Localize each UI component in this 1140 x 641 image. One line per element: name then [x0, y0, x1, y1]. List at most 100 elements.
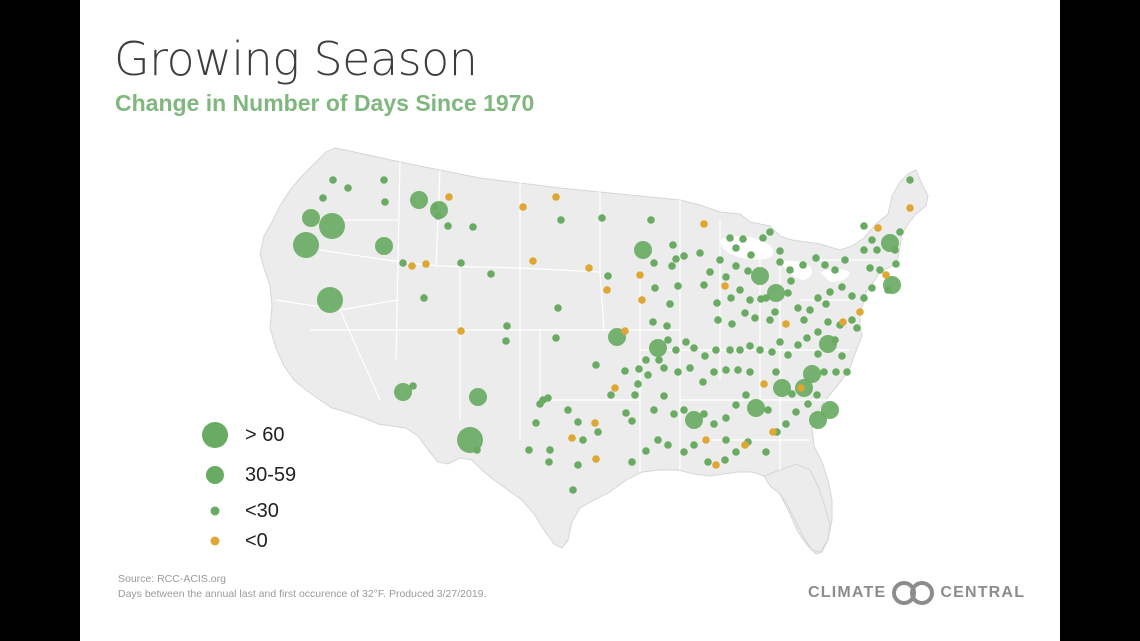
station-dot-lt30 [594, 428, 602, 436]
station-dot-lt0 [797, 384, 805, 392]
station-dot-lt30 [739, 235, 747, 243]
legend-item-30to59: 30-59 [200, 460, 296, 490]
station-dot-lt30 [647, 216, 655, 224]
station-dot-lt30 [896, 228, 904, 236]
us-map [259, 147, 929, 555]
station-dot-lt30 [794, 341, 802, 349]
station-dot-lt30 [700, 281, 708, 289]
station-dot-lt30 [788, 390, 796, 398]
station-dot-lt30 [628, 458, 636, 466]
station-dot-lt30 [604, 272, 612, 280]
station-dot-lt30 [891, 246, 899, 254]
station-dots [293, 176, 914, 494]
station-dot-lt30 [742, 391, 750, 399]
legend-label: <30 [245, 500, 279, 522]
station-dot-lt30 [664, 441, 672, 449]
station-dot-lt30 [672, 346, 680, 354]
station-dot-lt30 [381, 198, 389, 206]
station-dot-lt30 [722, 273, 730, 281]
station-dot-gt60 [317, 287, 343, 313]
station-dot-lt30 [651, 284, 659, 292]
station-dot-lt0 [769, 428, 777, 436]
source-note: Source: RCC-ACIS.org Days between the an… [118, 572, 486, 602]
station-dot-lt30 [473, 446, 481, 454]
source-line: Source: RCC-ACIS.org [118, 573, 226, 585]
station-dot-lt30 [860, 294, 868, 302]
station-dot-lt0 [552, 193, 560, 201]
station-dot-lt30 [690, 441, 698, 449]
station-dot-lt30 [650, 259, 658, 267]
station-dot-lt30 [686, 364, 694, 372]
station-dot-lt30 [682, 338, 690, 346]
page-title: Growing Season [114, 32, 478, 86]
station-dot-lt30 [843, 368, 851, 376]
station-dot-lt30 [574, 461, 582, 469]
station-dot-lt30 [768, 348, 776, 356]
station-dot-lt30 [642, 356, 650, 364]
station-dot-lt30 [628, 417, 636, 425]
station-dot-lt30 [784, 351, 792, 359]
station-dot-lt30 [732, 448, 740, 456]
station-dot-lt30 [631, 391, 639, 399]
legend-swatch-negative [210, 536, 220, 546]
station-dot-30to59 [803, 365, 821, 383]
station-dot-lt30 [670, 410, 678, 418]
station-dot-lt30 [776, 338, 784, 346]
station-dot-lt30 [664, 336, 672, 344]
station-dot-lt30 [722, 414, 730, 422]
station-dot-lt30 [329, 176, 337, 184]
station-dot-lt30 [569, 486, 577, 494]
station-dot-30to59 [821, 401, 839, 419]
station-dot-lt30 [841, 256, 849, 264]
station-dot-lt30 [554, 304, 562, 312]
station-dot-lt30 [674, 282, 682, 290]
station-dot-lt0 [882, 271, 890, 279]
station-dot-lt0 [721, 282, 729, 290]
station-dot-lt30 [598, 214, 606, 222]
station-dot-lt30 [431, 203, 439, 211]
legend-label: <0 [245, 530, 268, 552]
station-dot-lt30 [766, 228, 774, 236]
station-dot-lt30 [728, 320, 736, 328]
legend-swatch-large [202, 422, 228, 448]
station-dot-lt30 [746, 368, 754, 376]
station-dot-lt30 [792, 408, 800, 416]
station-dot-30to59 [375, 237, 393, 255]
station-dot-lt30 [776, 258, 784, 266]
station-dot-lt0 [760, 380, 768, 388]
station-dot-30to59 [649, 339, 667, 357]
station-dot-lt30 [734, 366, 742, 374]
station-dot-lt30 [766, 316, 774, 324]
legend-swatch-small [210, 506, 220, 516]
station-dot-lt30 [744, 267, 752, 275]
station-dot-lt30 [344, 184, 352, 192]
station-dot-lt30 [906, 176, 914, 184]
station-dot-lt30 [710, 420, 718, 428]
station-dot-30to59 [685, 411, 703, 429]
station-dot-lt0 [585, 264, 593, 272]
station-dot-lt30 [579, 436, 587, 444]
station-dot-lt0 [702, 436, 710, 444]
station-dot-lt0 [568, 434, 576, 442]
station-dot-lt30 [764, 406, 772, 414]
station-dot-lt30 [469, 223, 477, 231]
station-dot-lt30 [457, 259, 465, 267]
station-dot-lt30 [666, 300, 674, 308]
station-dot-lt0 [856, 308, 864, 316]
station-dot-30to59 [302, 209, 320, 227]
station-dot-lt30 [545, 458, 553, 466]
legend-label: > 60 [245, 424, 285, 446]
station-dot-lt30 [873, 246, 881, 254]
station-dot-lt30 [544, 394, 552, 402]
infographic-card: Growing Season Change in Number of Days … [80, 0, 1060, 641]
station-dot-lt30 [820, 368, 828, 376]
station-dot-lt30 [380, 176, 388, 184]
station-dot-lt30 [853, 324, 861, 332]
station-dot-lt0 [592, 455, 600, 463]
station-dot-30to59 [608, 328, 626, 346]
station-dot-lt30 [726, 346, 734, 354]
station-dot-lt30 [607, 391, 615, 399]
station-dot-lt30 [722, 436, 730, 444]
station-dot-lt30 [736, 346, 744, 354]
station-dot-lt30 [756, 346, 764, 354]
